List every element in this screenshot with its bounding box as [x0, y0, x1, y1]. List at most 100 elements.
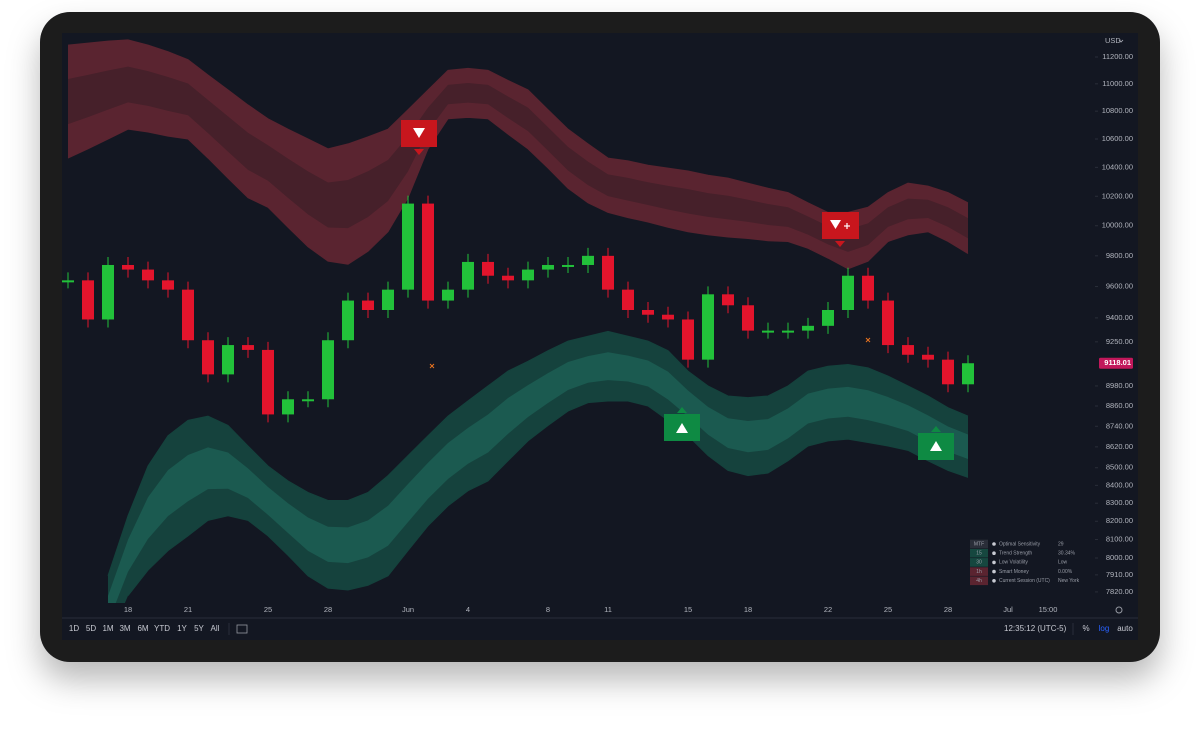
- y-tick-label: 10800.00: [1102, 106, 1133, 115]
- candle: [682, 319, 694, 360]
- band-edge: [127, 400, 969, 597]
- candle: [362, 300, 374, 310]
- axes-layer: 11200.00 11000.00 10800.00 10600.00 10400.00…: [124, 52, 1133, 614]
- table-cell: 1h: [976, 569, 982, 575]
- y-tick-label: 8300.00: [1106, 498, 1133, 507]
- candle: [722, 294, 734, 306]
- band-inner-fill: [68, 66, 968, 252]
- range-button[interactable]: 3M: [119, 624, 130, 633]
- y-tick-label: 10400.00: [1102, 162, 1133, 171]
- settings-icon[interactable]: [1115, 606, 1123, 614]
- candle: [622, 289, 634, 310]
- y-tick-label: 10600.00: [1102, 134, 1133, 143]
- band-edge: [67, 39, 969, 213]
- table-cell: 15: [976, 551, 982, 557]
- buy-signal: [918, 426, 954, 460]
- toolbar: 1D 5D 1M 3M 6M YTD 1Y 5Y All 12:35:12 (UTC-5)% log…: [69, 623, 1133, 635]
- y-tick-label: 7910.00: [1106, 570, 1133, 579]
- candle: [82, 280, 94, 320]
- range-button[interactable]: 5Y: [194, 624, 204, 633]
- candle: [242, 345, 254, 350]
- candle: [802, 325, 814, 331]
- candle: [62, 280, 74, 283]
- range-button[interactable]: 1M: [102, 624, 113, 633]
- candle: [142, 269, 154, 281]
- x-tick-label: 15: [684, 605, 692, 614]
- x-tick-label: 21: [184, 605, 192, 614]
- candle: [542, 264, 554, 270]
- range-button[interactable]: 6M: [137, 624, 148, 633]
- buy-signal: [664, 407, 700, 441]
- candles-layer: [62, 195, 974, 423]
- y-tick-label: 8500.00: [1106, 463, 1133, 472]
- candle: [182, 289, 194, 341]
- candle: [162, 280, 174, 290]
- candle: [702, 294, 714, 360]
- candle: [102, 264, 114, 320]
- x-tick-label: 28: [944, 605, 952, 614]
- x-tick-label: 28: [324, 605, 332, 614]
- candle: [742, 305, 754, 331]
- y-tick-label: 8980.00: [1106, 381, 1133, 390]
- candle: [402, 203, 414, 290]
- table-cell-bg: [970, 567, 988, 576]
- range-button[interactable]: 1D: [69, 624, 79, 633]
- x-tick-label: 22: [824, 605, 832, 614]
- table-cell: MTF: [974, 541, 984, 547]
- scale-mode[interactable]: log: [1099, 624, 1110, 633]
- table-cell: 4h: [976, 578, 982, 584]
- candle: [922, 354, 934, 360]
- band-inner-fill: [108, 352, 968, 603]
- bands-layer: [67, 39, 969, 603]
- candle: [662, 314, 674, 320]
- table-icon: [992, 542, 996, 546]
- candle: [882, 300, 894, 346]
- candle: [902, 345, 914, 355]
- x-tick-label: 11: [604, 605, 612, 614]
- candle: [122, 264, 134, 270]
- table-cell: 29: [1058, 541, 1064, 547]
- table-cell: Optimal Sensitivity: [999, 541, 1041, 547]
- range-button[interactable]: All: [211, 624, 220, 633]
- y-tick-label: 8860.00: [1106, 401, 1133, 410]
- candle: [342, 300, 354, 341]
- table-icon: [992, 560, 996, 565]
- candle: [322, 340, 334, 400]
- table-cell: Current Session (UTC): [999, 578, 1050, 584]
- currency[interactable]: USD: [1105, 36, 1121, 45]
- scale-mode[interactable]: %: [1082, 624, 1089, 633]
- table-cell: Trend Strength: [999, 551, 1032, 557]
- range-button[interactable]: 5D: [86, 624, 96, 633]
- table-cell: New York: [1058, 578, 1080, 584]
- y-tick-label: 11000.00: [1102, 79, 1133, 88]
- scale-mode[interactable]: auto: [1117, 624, 1133, 633]
- candle: [222, 345, 234, 375]
- table-cell: 0.00%: [1058, 569, 1073, 575]
- x-tick-label: 4: [466, 605, 470, 614]
- range-button[interactable]: YTD: [154, 624, 170, 633]
- y-tick-label: 10200.00: [1102, 191, 1133, 200]
- y-tick-label: 9600.00: [1106, 282, 1133, 291]
- range-button[interactable]: 1Y: [177, 624, 187, 633]
- y-tick-label: 8620.00: [1106, 442, 1133, 451]
- date-range-icon[interactable]: [236, 624, 248, 634]
- band-edge: [107, 330, 969, 576]
- last-price-label: 9118.01: [1104, 358, 1131, 367]
- candle: [202, 340, 214, 375]
- candle: [442, 289, 454, 301]
- x-tick-label: Jul: [1003, 605, 1013, 614]
- table-icon: [992, 569, 996, 574]
- candle: [942, 359, 954, 385]
- x-tick-label: Jun: [402, 605, 414, 614]
- x-tick-label: 18: [124, 605, 132, 614]
- table-cell-bg: [970, 548, 988, 558]
- y-tick-label: 8000.00: [1106, 553, 1133, 562]
- clock: 12:35:12 (UTC-5): [1004, 624, 1067, 633]
- table-icon: [992, 579, 996, 583]
- candle: [822, 309, 834, 326]
- candle: [422, 203, 434, 301]
- table-cell-bg: [970, 539, 988, 549]
- candle: [602, 255, 614, 290]
